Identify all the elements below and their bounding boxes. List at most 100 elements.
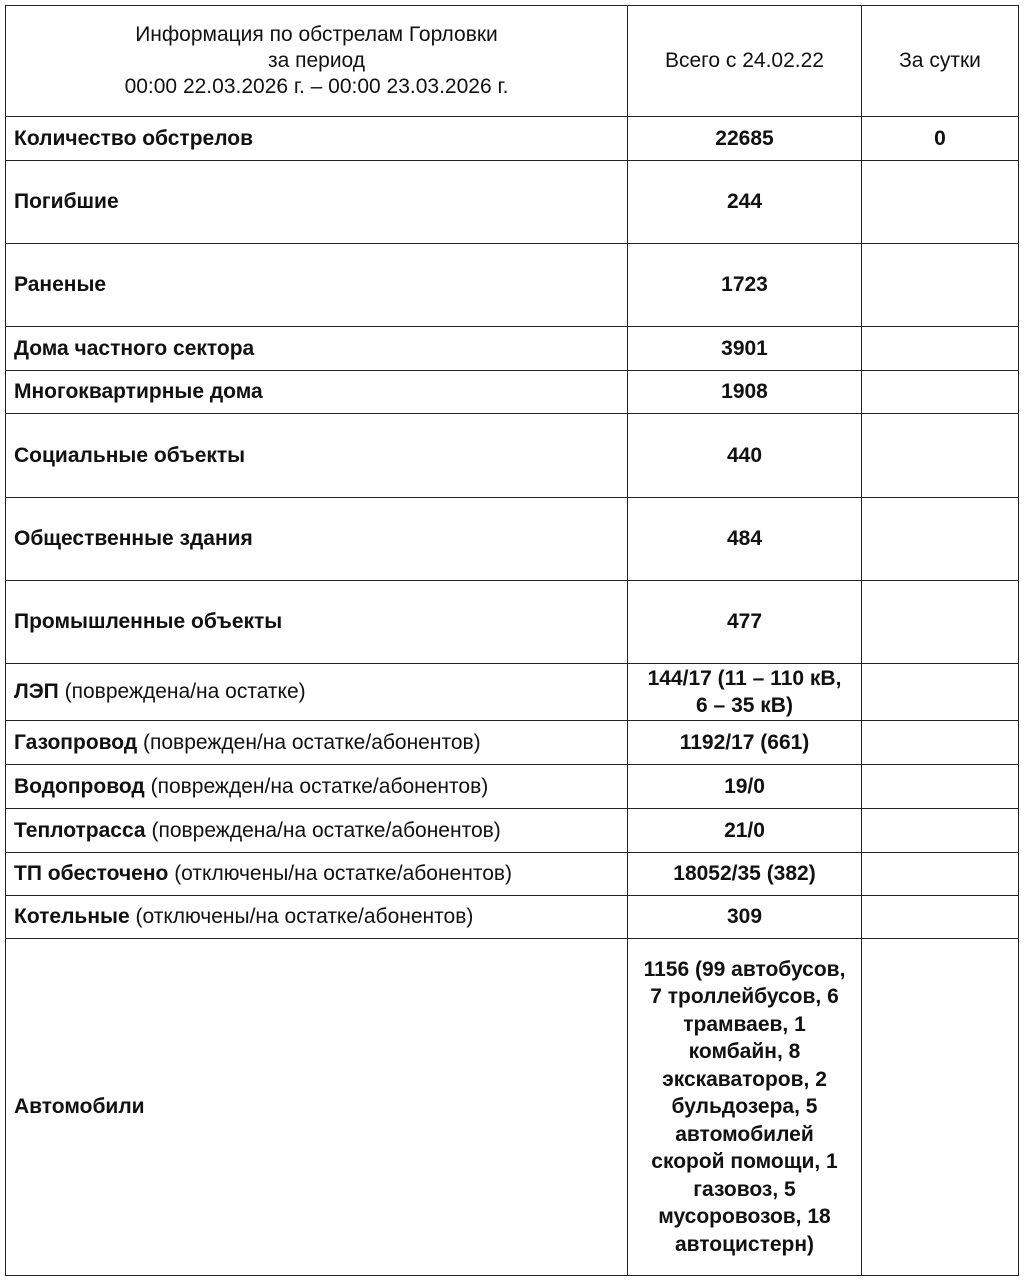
row-name: Социальные объекты — [14, 443, 246, 467]
daily-cell — [861, 413, 1019, 498]
table-row: Погибшие 244 — [5, 160, 1019, 244]
row-name: Водопровод — [14, 774, 145, 798]
total-cell: 1192/17 (661) — [627, 720, 862, 765]
row-label: Водопровод (поврежден/на остатке/абонент… — [5, 764, 628, 809]
total-value: 440 — [726, 443, 763, 467]
total-value: 3901 — [721, 336, 768, 360]
row-label: Погибшие — [5, 160, 628, 244]
header-total: Всего с 24.02.22 — [627, 5, 862, 117]
daily-value: 0 — [934, 126, 946, 150]
row-label: Котельные (отключены/на остатке/абоненто… — [5, 895, 628, 939]
row-name: Промышленные объекты — [14, 610, 283, 633]
total-cell: 477 — [627, 580, 862, 664]
table-row: Промышленные объекты 477 — [5, 580, 1019, 664]
table-row: Котельные (отключены/на остатке/абоненто… — [5, 895, 1019, 939]
total-value: 1723 — [721, 273, 768, 297]
total-value: 144/17 (11 – 110 кВ, 6 – 35 кВ) — [647, 666, 842, 718]
table-row: Дома частного сектора 3901 — [5, 326, 1019, 371]
row-note: (отключены/на остатке/абонентов) — [135, 905, 474, 928]
row-label: Социальные объекты — [5, 413, 628, 498]
row-name: Раненые — [14, 273, 107, 296]
title-line: за период — [267, 49, 366, 72]
row-label: Количество обстрелов — [5, 116, 628, 161]
total-cell: 1908 — [627, 370, 862, 414]
row-note: (повреждена/на остатке) — [64, 680, 306, 703]
row-name: Многоквартирные дома — [14, 380, 263, 403]
title-line: Информация по обстрелам Горловки — [135, 23, 498, 46]
daily-cell — [861, 720, 1019, 765]
daily-cell — [861, 370, 1019, 414]
row-name: Автомобили — [14, 1095, 145, 1118]
total-value: 22685 — [715, 126, 774, 150]
total-value: 21/0 — [724, 818, 765, 842]
table-row: Водопровод (поврежден/на остатке/абонент… — [5, 764, 1019, 809]
table-row: Теплотрасса (повреждена/на остатке/абоне… — [5, 808, 1019, 853]
daily-cell: 0 — [861, 116, 1019, 161]
row-name: ТП обесточено — [14, 862, 169, 885]
total-cell: 21/0 — [627, 808, 862, 853]
header-title: Информация по обстрелам Горловки за перио… — [5, 5, 628, 117]
table-row: Автомобили 1156 (99 автобусов, 7 троллейб… — [5, 938, 1019, 1276]
daily-cell — [861, 243, 1019, 327]
total-cell: 3901 — [627, 326, 862, 371]
total-value: 244 — [726, 190, 763, 214]
row-name: Котельные — [14, 905, 130, 928]
daily-cell — [861, 663, 1019, 721]
table-row: Многоквартирные дома 1908 — [5, 370, 1019, 414]
row-label: Теплотрасса (повреждена/на остатке/абоне… — [5, 808, 628, 853]
row-note: (поврежден/на остатке/абонентов) — [150, 774, 489, 798]
total-value: 477 — [726, 610, 763, 634]
total-cell: 19/0 — [627, 764, 862, 809]
daily-cell — [861, 326, 1019, 371]
header-row: Информация по обстрелам Горловки за перио… — [5, 5, 1019, 117]
total-value: 309 — [726, 905, 763, 929]
row-name: Погибшие — [14, 190, 119, 213]
total-cell: 440 — [627, 413, 862, 498]
daily-cell — [861, 938, 1019, 1276]
row-label: ТП обесточено (отключены/на остатке/абон… — [5, 852, 628, 896]
row-name: Газопровод — [14, 730, 138, 754]
table-body: Информация по обстрелам Горловки за перио… — [5, 5, 1019, 1276]
row-note: (повреждена/на остатке/абонентов) — [151, 818, 501, 842]
row-label: Дома частного сектора — [5, 326, 628, 371]
row-label: Общественные здания — [5, 497, 628, 581]
total-cell: 309 — [627, 895, 862, 939]
row-note: (отключены/на остатке/абонентов) — [174, 862, 513, 885]
total-cell: 22685 — [627, 116, 862, 161]
daily-cell — [861, 808, 1019, 853]
daily-cell — [861, 497, 1019, 581]
total-cell: 484 — [627, 497, 862, 581]
table-row: Общественные здания 484 — [5, 497, 1019, 581]
total-cell: 1723 — [627, 243, 862, 327]
row-label: Раненые — [5, 243, 628, 327]
daily-cell — [861, 160, 1019, 244]
daily-cell — [861, 580, 1019, 664]
row-label: Промышленные объекты — [5, 580, 628, 664]
total-value: 1908 — [721, 380, 768, 404]
total-value: 1192/17 (661) — [679, 730, 810, 754]
total-value: 1156 (99 автобусов, 7 троллейбусов, 6 тр… — [643, 957, 846, 1256]
title-line: 00:00 22.03.2026 г. – 00:00 23.03.2026 г… — [124, 75, 509, 98]
row-label: Газопровод (поврежден/на остатке/абонент… — [5, 720, 628, 765]
row-name: ЛЭП — [14, 680, 59, 703]
daily-cell — [861, 895, 1019, 939]
total-value: 19/0 — [724, 774, 765, 798]
row-label: Автомобили — [5, 938, 628, 1276]
row-name: Теплотрасса — [14, 818, 146, 842]
row-label: ЛЭП (повреждена/на остатке) — [5, 663, 628, 721]
total-value: 18052/35 (382) — [673, 862, 816, 886]
row-name: Общественные здания — [14, 527, 253, 550]
row-label: Многоквартирные дома — [5, 370, 628, 414]
header-daily: За сутки — [861, 5, 1019, 117]
table-row: ЛЭП (повреждена/на остатке) 144/17 (11 – … — [5, 663, 1019, 721]
shelling-table: Информация по обстрелам Горловки за перио… — [5, 5, 1019, 1276]
total-cell: 1156 (99 автобусов, 7 троллейбусов, 6 тр… — [627, 938, 862, 1276]
total-cell: 144/17 (11 – 110 кВ, 6 – 35 кВ) — [627, 663, 862, 721]
table-row: Раненые 1723 — [5, 243, 1019, 327]
table-row: Социальные объекты 440 — [5, 413, 1019, 498]
row-note: (поврежден/на остатке/абонентов) — [143, 730, 481, 754]
table-row: Газопровод (поврежден/на остатке/абонент… — [5, 720, 1019, 765]
total-cell: 18052/35 (382) — [627, 852, 862, 896]
row-name: Количество обстрелов — [14, 126, 254, 150]
